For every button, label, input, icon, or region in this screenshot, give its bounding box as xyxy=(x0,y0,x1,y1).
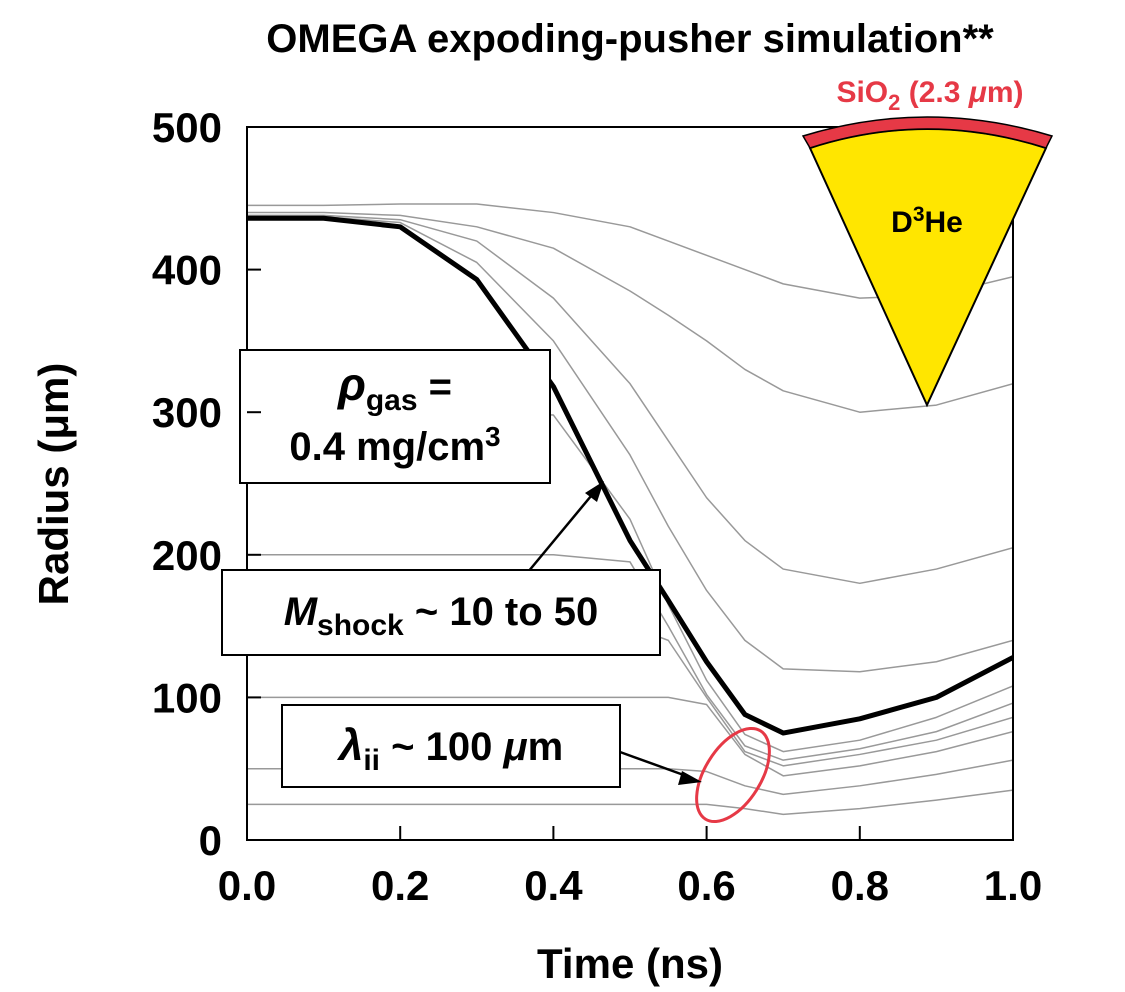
x-axis-label: Time (ns) xyxy=(537,940,723,987)
y-tick-label: 100 xyxy=(152,674,222,721)
chart-title: OMEGA expoding-pusher simulation** xyxy=(266,17,994,61)
x-tick-label: 0.8 xyxy=(831,862,889,909)
annotation-box xyxy=(221,569,661,656)
x-tick-label: 0.6 xyxy=(677,862,735,909)
x-tick-label: 0.0 xyxy=(218,862,276,909)
x-tick-label: 0.4 xyxy=(524,862,583,909)
y-tick-label: 400 xyxy=(152,247,222,294)
x-tick-label: 1.0 xyxy=(984,862,1042,909)
arrow-head xyxy=(585,481,604,502)
density-label: ρgas = xyxy=(336,358,452,417)
highlight-ellipse xyxy=(695,726,771,824)
y-tick-label: 300 xyxy=(152,389,222,436)
annotation-box xyxy=(239,349,551,484)
trajectory xyxy=(247,211,1013,413)
y-tick-label: 500 xyxy=(152,104,222,151)
y-tick-label: 0 xyxy=(199,817,222,864)
trajectory xyxy=(247,696,1013,777)
arrow xyxy=(527,489,597,573)
arrow-head xyxy=(678,771,702,785)
y-tick-label: 200 xyxy=(152,532,222,579)
density-value: 0.4 mg/cm3 xyxy=(289,421,500,469)
y-axis-label: Radius (μm) xyxy=(30,363,77,606)
trajectory xyxy=(247,554,1013,761)
target-wedge xyxy=(808,128,1048,408)
shell-label: SiO2 (2.3 μm) xyxy=(836,76,1023,115)
trajectory xyxy=(247,789,1013,816)
x-tick-label: 0.2 xyxy=(371,862,429,909)
mfp-label: λii ~ 100 μm xyxy=(337,721,563,777)
trajectory xyxy=(247,203,1013,299)
annotation-box xyxy=(281,704,621,788)
shell-trajectory xyxy=(247,215,1013,736)
target-shell xyxy=(801,116,1054,149)
arrow xyxy=(619,750,693,780)
trajectory xyxy=(247,216,1013,673)
gas-label: D3He xyxy=(891,203,963,239)
trajectory xyxy=(247,214,1013,585)
mach-label: Mshock ~ 10 to 50 xyxy=(284,590,599,642)
